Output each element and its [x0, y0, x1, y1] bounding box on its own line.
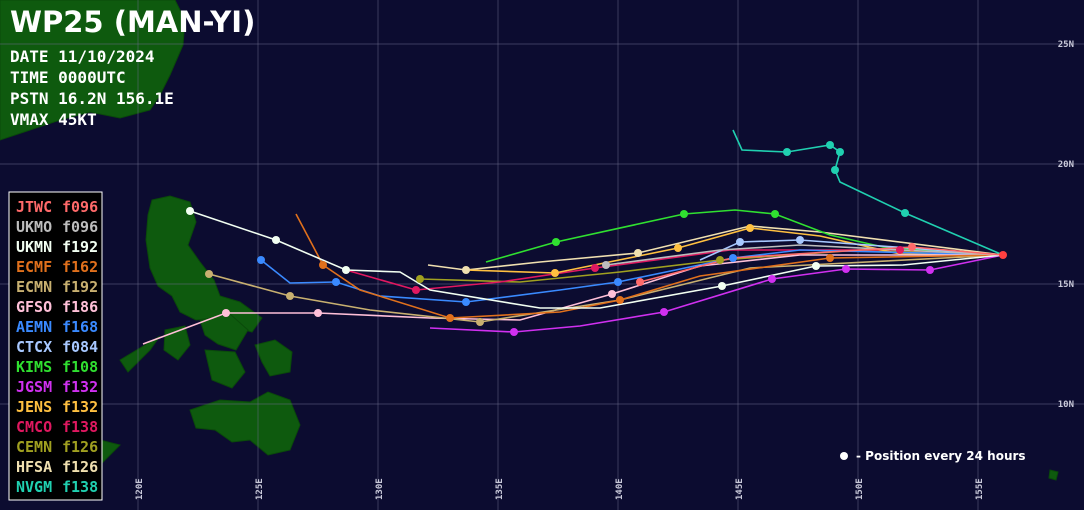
legend-model: ECMF: [16, 258, 52, 276]
legend-hours: f126: [62, 438, 98, 456]
legend-hours: f138: [62, 418, 98, 436]
lat-label: 10N: [1058, 400, 1074, 410]
legend-hours: f096: [62, 218, 98, 236]
lat-label: 20N: [1058, 160, 1074, 170]
legend-hours: f132: [62, 398, 98, 416]
lat-label: 15N: [1058, 280, 1074, 290]
storm-title: WP25 (MAN-YI): [10, 5, 255, 39]
info-line: VMAX 45KT: [10, 110, 97, 129]
legend-model: JENS: [16, 398, 52, 416]
note: - Position every 24 hours: [856, 449, 1026, 463]
legend-hours: f126: [62, 458, 98, 476]
graticule-labels: 120E 125E 130E 135E 140E 145E 150E 155E 25N 20N 15…: [135, 40, 1074, 500]
lon-label: 130E: [375, 478, 385, 500]
legend-hours: f096: [62, 198, 98, 216]
legend-hours: f132: [62, 378, 98, 396]
legend-hours: f186: [62, 298, 98, 316]
lon-label: 120E: [135, 478, 145, 500]
lon-label: 150E: [855, 478, 865, 500]
legend-hours: f138: [62, 478, 98, 496]
legend: JTWC f096 UKMO f096 UKMN f192 ECMF f162 ECMN f192…: [16, 198, 98, 496]
lon-label: 155E: [975, 478, 985, 500]
lon-label: 135E: [495, 478, 505, 500]
lon-label: 140E: [615, 478, 625, 500]
legend-model: JGSM: [16, 378, 52, 396]
info-line: DATE 11/10/2024: [10, 47, 155, 66]
legend-hours: f084: [62, 338, 98, 356]
legend-model: JTWC: [16, 198, 52, 216]
legend-hours: f192: [62, 278, 98, 296]
legend-model: UKMN: [16, 238, 52, 256]
legend-hours: f168: [62, 318, 98, 336]
legend-model: NVGM: [16, 478, 52, 496]
legend-hours: f108: [62, 358, 98, 376]
legend-model: AEMN: [16, 318, 52, 336]
legend-model: CTCX: [16, 338, 52, 356]
lon-label: 125E: [255, 478, 265, 500]
legend-model: GFSO: [16, 298, 52, 316]
info-line: TIME 0000UTC: [10, 68, 126, 87]
lat-label: 25N: [1058, 40, 1074, 50]
info-line: PSTN 16.2N 156.1E: [10, 89, 174, 108]
note-dot: [840, 452, 848, 460]
position-dots: [186, 141, 1007, 336]
legend-hours: f192: [62, 238, 98, 256]
legend-model: UKMO: [16, 218, 52, 236]
legend-model: CEMN: [16, 438, 52, 456]
lon-label: 145E: [735, 478, 745, 500]
legend-model: ECMN: [16, 278, 52, 296]
legend-model: CMCO: [16, 418, 52, 436]
legend-model: HFSA: [16, 458, 52, 476]
legend-box: [8, 191, 103, 501]
legend-hours: f162: [62, 258, 98, 276]
legend-model: KIMS: [16, 358, 52, 376]
